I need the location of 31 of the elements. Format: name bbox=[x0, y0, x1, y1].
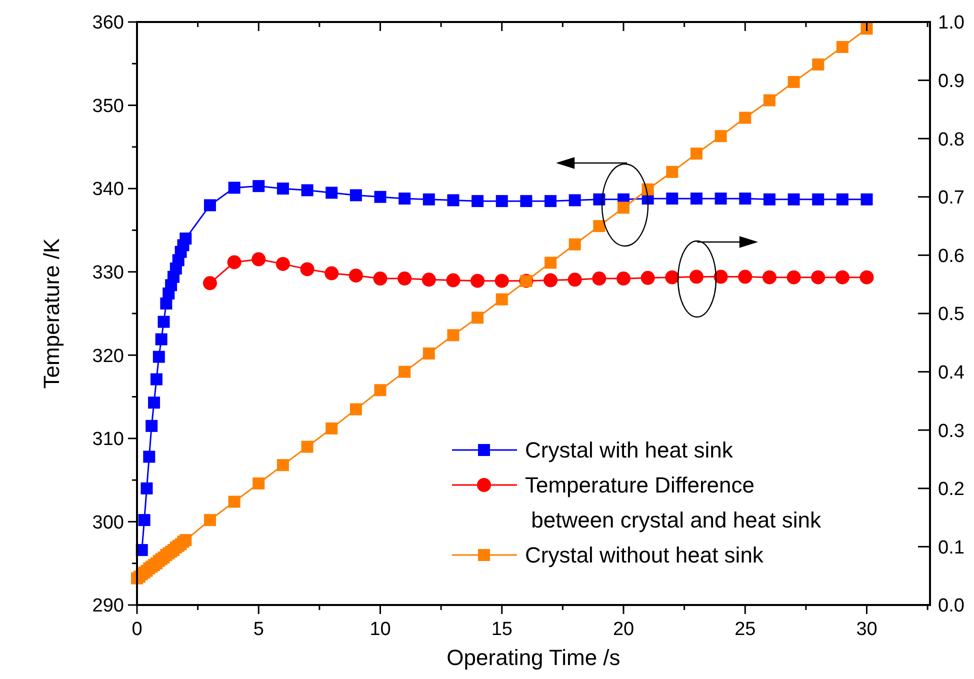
x-tick-label: 5 bbox=[253, 619, 264, 640]
x-tick-label: 10 bbox=[370, 619, 391, 640]
x-axis-title: Operating Time /s bbox=[446, 645, 620, 670]
y-tick-label: 320 bbox=[92, 346, 124, 367]
x-tick-label: 15 bbox=[491, 619, 512, 640]
y2-tick-label: 1.0 bbox=[938, 12, 964, 34]
y2-tick-label: 0.2 bbox=[938, 479, 964, 500]
y-tick-label: 290 bbox=[92, 596, 124, 617]
y2-tick-label: 0.0 bbox=[938, 596, 964, 617]
y2-tick-label: 0.1 bbox=[938, 537, 964, 558]
x-tick-label: 20 bbox=[612, 619, 634, 640]
y2-tick-label: 0.8 bbox=[938, 129, 964, 150]
y-tick-label: 300 bbox=[92, 512, 124, 534]
x-tick-label: 30 bbox=[856, 619, 878, 640]
y-tick-label: 310 bbox=[92, 429, 124, 450]
y2-tick-label: 0.9 bbox=[938, 70, 964, 92]
y-tick-label: 360 bbox=[92, 12, 124, 34]
y2-tick-label: 0.5 bbox=[938, 304, 964, 326]
x-tick-label: 0 bbox=[132, 619, 142, 640]
y-tick-label: 330 bbox=[92, 262, 124, 284]
y-tick-label: 350 bbox=[92, 96, 124, 117]
legend-label: Crystal with heat sink bbox=[525, 438, 734, 463]
legend-label: Temperature Difference between crystal and heat sink bbox=[525, 472, 822, 533]
y-tick-label: 340 bbox=[92, 179, 124, 200]
y2-tick-label: 0.7 bbox=[938, 188, 964, 209]
y2-tick-label: 0.4 bbox=[938, 362, 965, 384]
legend-label: Crystal without heat sink bbox=[525, 542, 764, 568]
y2-tick-label: 0.3 bbox=[938, 420, 964, 442]
y2-tick-label: 0.6 bbox=[938, 246, 964, 267]
y-axis-title: Temperature /K bbox=[39, 238, 64, 389]
x-tick-label: 25 bbox=[734, 619, 756, 640]
